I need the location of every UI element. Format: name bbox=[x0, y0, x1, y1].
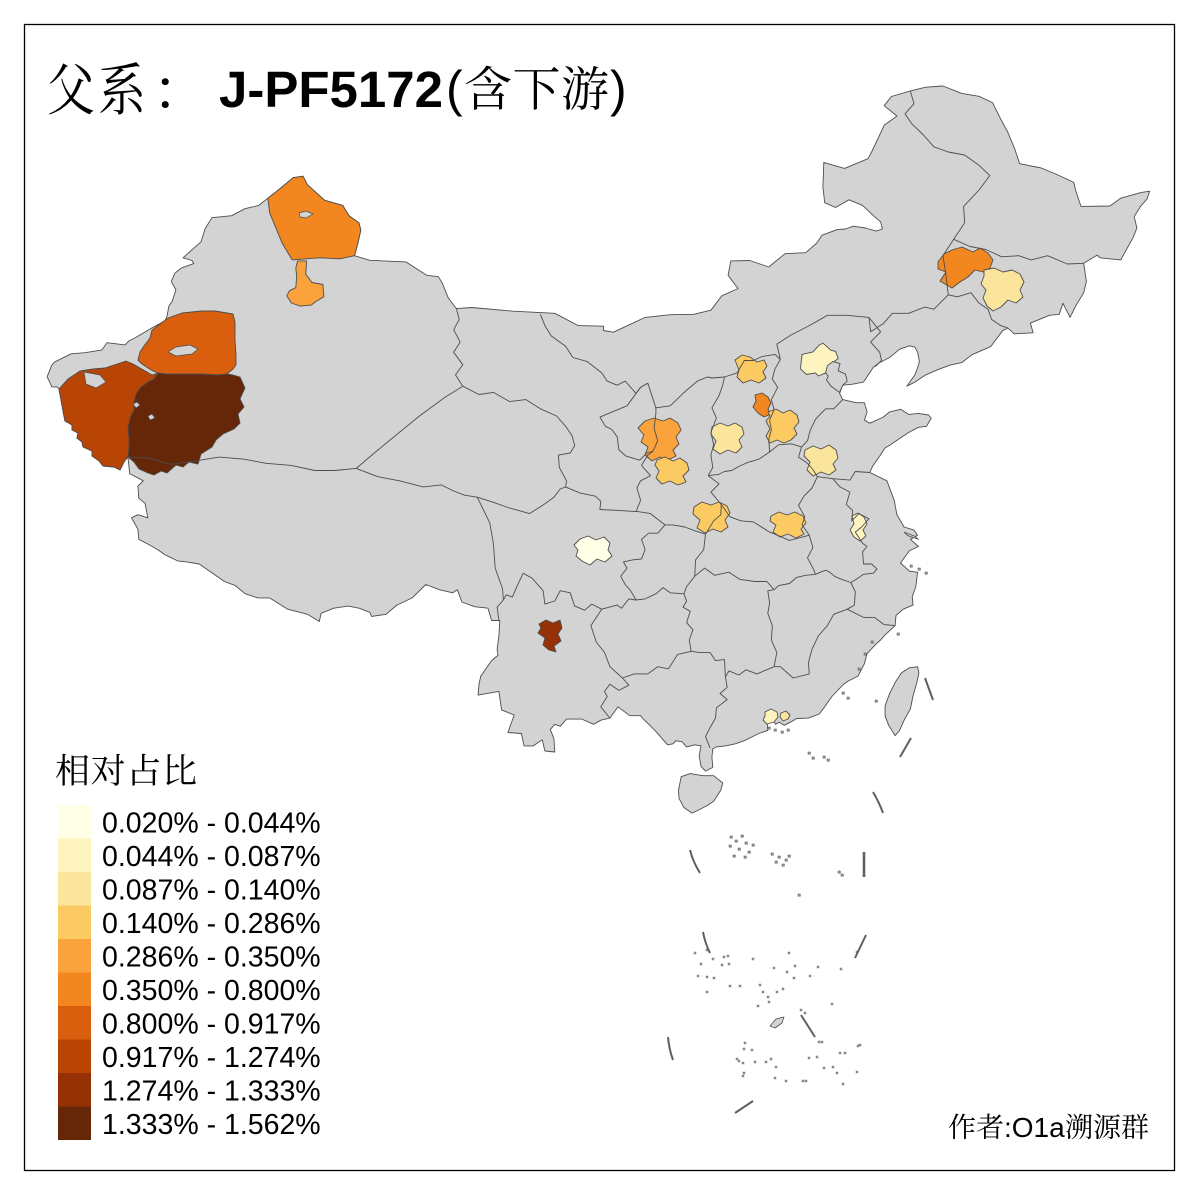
svg-text:0.087% - 0.140%: 0.087% - 0.140% bbox=[102, 875, 321, 907]
svg-text:0.044% - 0.087%: 0.044% - 0.087% bbox=[102, 841, 321, 873]
svg-text:(: ( bbox=[446, 61, 463, 117]
svg-text:0.350% - 0.800%: 0.350% - 0.800% bbox=[102, 975, 321, 1007]
svg-text:1.274% - 1.333%: 1.274% - 1.333% bbox=[102, 1076, 321, 1108]
svg-text:0.800% - 0.917%: 0.800% - 0.917% bbox=[102, 1009, 321, 1041]
svg-text:0.020% - 0.044%: 0.020% - 0.044% bbox=[102, 808, 321, 840]
svg-text:0.286% - 0.350%: 0.286% - 0.350% bbox=[102, 942, 321, 974]
svg-text:1.333% - 1.562%: 1.333% - 1.562% bbox=[102, 1109, 321, 1141]
svg-text:0.140% - 0.286%: 0.140% - 0.286% bbox=[102, 908, 321, 940]
svg-text:J-PF5172: J-PF5172 bbox=[219, 61, 443, 118]
svg-text:0.917% - 1.274%: 0.917% - 1.274% bbox=[102, 1042, 321, 1074]
svg-text:): ) bbox=[610, 61, 627, 117]
svg-text::O1a: :O1a bbox=[1004, 1112, 1065, 1143]
